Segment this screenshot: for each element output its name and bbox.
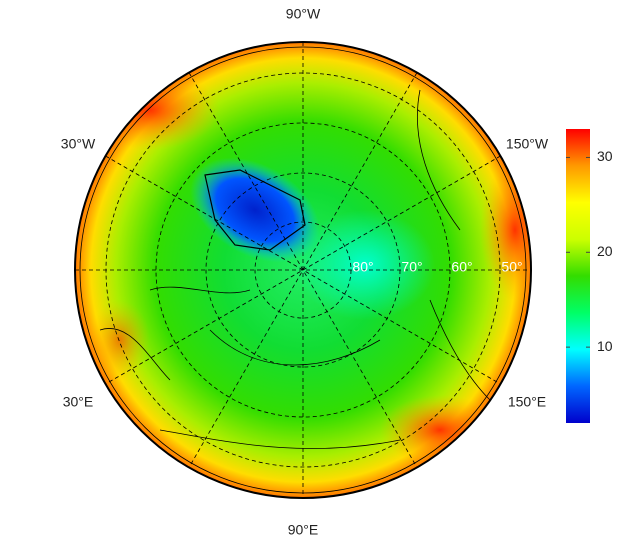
colorbar-tick-label: 20: [597, 243, 613, 259]
field-patch: [380, 395, 500, 465]
map-border: [79, 46, 527, 494]
parallel: [205, 172, 401, 368]
latitude-label: 60°: [451, 259, 472, 275]
longitude-label: 150°W: [506, 136, 549, 152]
longitude-label: 150°E: [508, 394, 546, 410]
parallel: [254, 221, 352, 319]
coastline: [204, 169, 306, 251]
colorbar: [566, 129, 590, 423]
field-patch: [190, 157, 320, 263]
field-patch: [295, 210, 435, 320]
colorbar-tick-label: 30: [597, 148, 613, 164]
longitude-label: 30°E: [63, 394, 94, 410]
colorbar-tick-label: 10: [597, 338, 613, 354]
field-patch: [80, 70, 220, 150]
field-patch: [90, 300, 150, 380]
field-patch: [480, 160, 531, 300]
latitude-label: 50°: [501, 259, 522, 275]
latitude-label: 70°: [401, 259, 422, 275]
latitude-label: 80°: [352, 259, 373, 275]
meridian: [105, 155, 501, 385]
longitude-label: 90°W: [286, 6, 321, 22]
longitude-label: 90°E: [288, 522, 319, 538]
parallel: [155, 122, 451, 418]
longitude-label: 30°W: [61, 136, 96, 152]
map-border: [74, 41, 532, 499]
coastline: [99, 89, 491, 449]
graticule: [75, 42, 531, 498]
parallel: [105, 72, 501, 468]
